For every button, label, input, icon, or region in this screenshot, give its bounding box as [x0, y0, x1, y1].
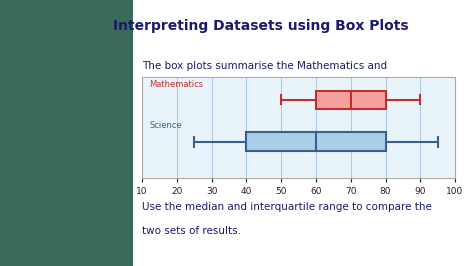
Text: two sets of results.: two sets of results. [142, 226, 241, 236]
FancyBboxPatch shape [246, 132, 385, 151]
Text: Science test results of a group of students.: Science test results of a group of stude… [142, 85, 367, 95]
Text: Mathematics: Mathematics [149, 80, 203, 89]
Text: The box plots summarise the Mathematics and: The box plots summarise the Mathematics … [142, 61, 387, 71]
Polygon shape [0, 0, 133, 266]
FancyBboxPatch shape [316, 91, 385, 109]
Text: Use the median and interquartile range to compare the: Use the median and interquartile range t… [142, 202, 432, 212]
Text: Science: Science [149, 121, 182, 130]
Text: Interpreting Datasets using Box Plots: Interpreting Datasets using Box Plots [113, 19, 409, 33]
